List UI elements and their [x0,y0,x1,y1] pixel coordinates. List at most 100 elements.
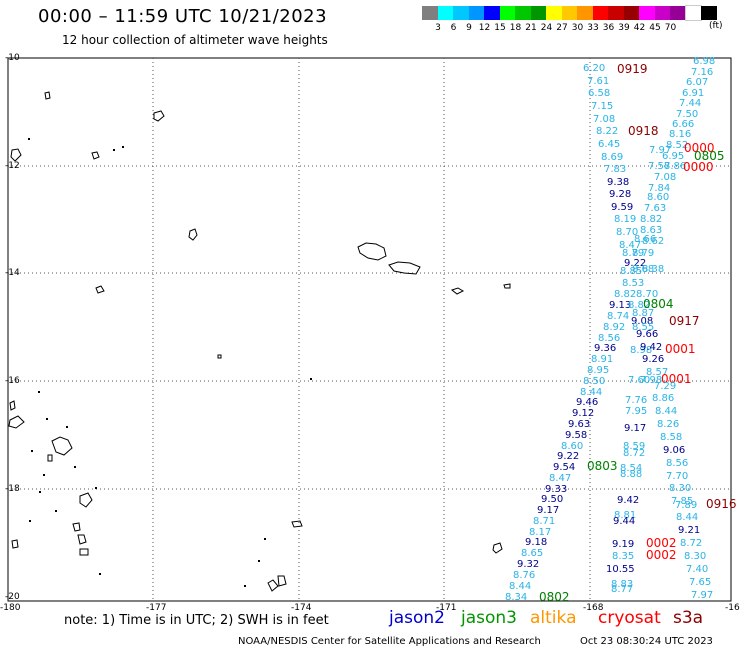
wave-height-value: 9.59 [611,202,633,213]
wave-height-value: 8.65 [521,548,543,559]
wave-height-value: 7.29 [654,381,676,392]
map-frame [7,57,732,602]
scale-label: 33 [587,23,599,33]
wave-height-value: 8.56 [598,333,620,344]
wave-height-value: 8.38 [642,264,664,275]
wave-height-value: 7.08 [654,172,676,183]
wave-height-value: 8.82 [614,289,636,300]
wave-height-value: 8.95 [587,365,609,376]
wave-height-value: 8.50 [583,376,605,387]
scale-swatch [670,6,686,20]
wave-height-value: 6.07 [686,77,708,88]
wave-height-value: 7.65 [689,577,711,588]
wave-height-value: 8.66 [634,234,656,245]
wave-height-value: 8.26 [657,419,679,430]
wave-height-value: 8.69 [601,152,623,163]
wave-height-value: 7.40 [686,564,708,575]
wave-height-value: 8.76 [513,570,535,581]
wave-height-value: 8.77 [611,584,633,595]
wave-height-value: 7.15 [591,101,613,112]
scale-swatch [561,6,577,20]
x-tick: -16 [725,603,740,613]
scale-swatch [484,6,500,20]
wave-height-value: 8.47 [619,240,641,251]
scale-swatch [530,6,546,20]
wave-height-value: 8.92 [603,322,625,333]
pass-time-label: 0802 [539,590,570,604]
x-tick: -174 [291,603,312,613]
wave-height-value: 8.83 [611,579,633,590]
y-tick: -14 [5,268,20,278]
pass-time-label: 0805 [694,149,725,163]
map-subtitle: 12 hour collection of altimeter wave hei… [62,33,328,47]
wave-height-value: 8.47 [549,473,571,484]
wave-height-value: 9.08 [631,316,653,327]
scale-label: 45 [649,23,661,33]
wave-height-value: 9.54 [553,462,575,473]
wave-height-value: 8.91 [591,354,613,365]
wave-height-value: 8.52 [666,140,688,151]
scale-label: 42 [633,23,646,33]
wave-height-value: 7.50 [676,109,698,120]
x-tick: -168 [583,603,604,613]
wave-height-value: 9.36 [594,343,616,354]
wave-height-value: 7.85 [671,496,693,507]
wave-height-value: 7.84 [648,183,670,194]
wave-height-value: 9.19 [612,539,634,550]
wave-height-value: 7.60 [628,375,650,386]
wave-height-value: 8.98 [630,345,652,356]
wave-height-value: 8.55 [632,322,654,333]
scale-swatch [422,6,438,20]
scale-swatch [546,6,562,20]
wave-height-labels: 6.20 0919 6.98 7.61 7.16 6.58 6.07 7.15 6.91 7.08… [505,56,737,604]
scale-swatch [608,6,624,20]
wave-height-value: 8.79 [632,248,654,259]
wave-height-value: 7.08 [593,114,615,125]
wave-height-value: 8.86 [652,393,674,404]
wave-height-value: 9.58 [565,430,587,441]
x-tick: -177 [146,603,167,613]
pass-time-label: 0803 [587,459,618,473]
wave-height-value: 8.54 [620,463,642,474]
wave-height-value: 6.45 [598,139,620,150]
map-gridlines [8,58,731,601]
wave-height-value: 7.98 [640,375,662,386]
scale-label: 24 [540,23,553,33]
pass-time-label: 0917 [669,314,700,328]
wave-height-value: 7.97 [691,590,713,601]
wave-height-value: 8.30 [684,551,706,562]
wave-height-value: 8.22 [596,126,618,137]
wave-height-value: 9.66 [636,329,658,340]
wave-height-value: 7.83 [604,164,626,175]
wave-height-value: 9.63 [568,419,590,430]
scale-label: 39 [618,23,630,33]
pass-time-label: 0919 [617,62,648,76]
pass-time-label: 0001 [665,342,696,356]
wave-height-value: 7.63 [644,203,666,214]
wave-height-value: 8.85 [620,266,642,277]
wave-height-value: 9.46 [576,397,598,408]
wave-height-value: 8.82 [640,214,662,225]
wave-height-value: 6.20 [583,63,605,74]
scale-label: 70 [664,23,677,33]
wave-height-value: 7.16 [691,67,713,78]
wave-height-value: 8.81 [614,510,636,521]
wave-height-value: 9.32 [517,559,539,570]
wave-height-value: 9.22 [624,258,646,269]
scale-swatch [623,6,639,20]
scale-label: 12 [478,23,491,33]
wave-height-value: 9.42 [617,495,639,506]
scale-label: 9 [466,23,472,33]
y-tick: -10 [5,53,20,63]
wave-height-value: 9.44 [613,516,635,527]
wave-height-value: 8.19 [614,214,636,225]
wave-height-value: 9.13 [609,300,631,311]
wave-height-value: 8.88 [620,469,642,480]
small-island-dots [28,138,312,587]
scale-swatch [499,6,515,20]
pass-time-label: 0918 [628,124,659,138]
scale-unit: (ft) [709,21,723,31]
wave-height-value: 8.74 [607,311,629,322]
wave-height-value: 9.28 [609,189,631,200]
pass-time-label: 0916 [706,497,737,511]
